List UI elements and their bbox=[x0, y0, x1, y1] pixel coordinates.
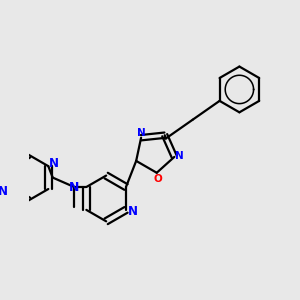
Text: N: N bbox=[69, 181, 80, 194]
Text: N: N bbox=[49, 157, 59, 170]
Text: O: O bbox=[154, 175, 162, 184]
Text: N: N bbox=[137, 128, 146, 138]
Text: N: N bbox=[0, 185, 8, 198]
Text: N: N bbox=[128, 205, 138, 218]
Text: N: N bbox=[175, 151, 184, 160]
